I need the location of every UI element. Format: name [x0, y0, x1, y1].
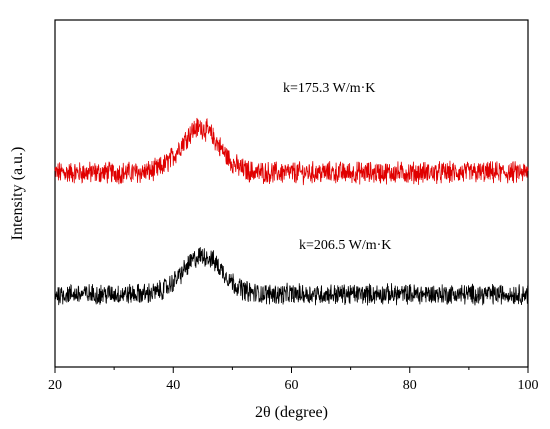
series-line-black: [54, 247, 529, 306]
series-annotation-black: k=206.5 W/m·K: [299, 238, 391, 253]
x-tick-label: 60: [285, 378, 299, 393]
x-axis-ticks: 20 40 60 80 100: [48, 367, 539, 393]
plot-frame: [54, 19, 529, 368]
series-layer: [54, 117, 529, 306]
x-tick-label: 20: [48, 378, 62, 393]
y-axis-title: Intensity (a.u.): [9, 147, 26, 241]
x-tick-label: 100: [518, 378, 539, 393]
series-annotation-red: k=175.3 W/m·K: [283, 81, 375, 96]
series-line-red: [54, 117, 529, 186]
x-tick-label: 80: [403, 378, 417, 393]
x-tick-label: 40: [166, 378, 180, 393]
x-axis-title: 2θ (degree): [255, 404, 328, 421]
